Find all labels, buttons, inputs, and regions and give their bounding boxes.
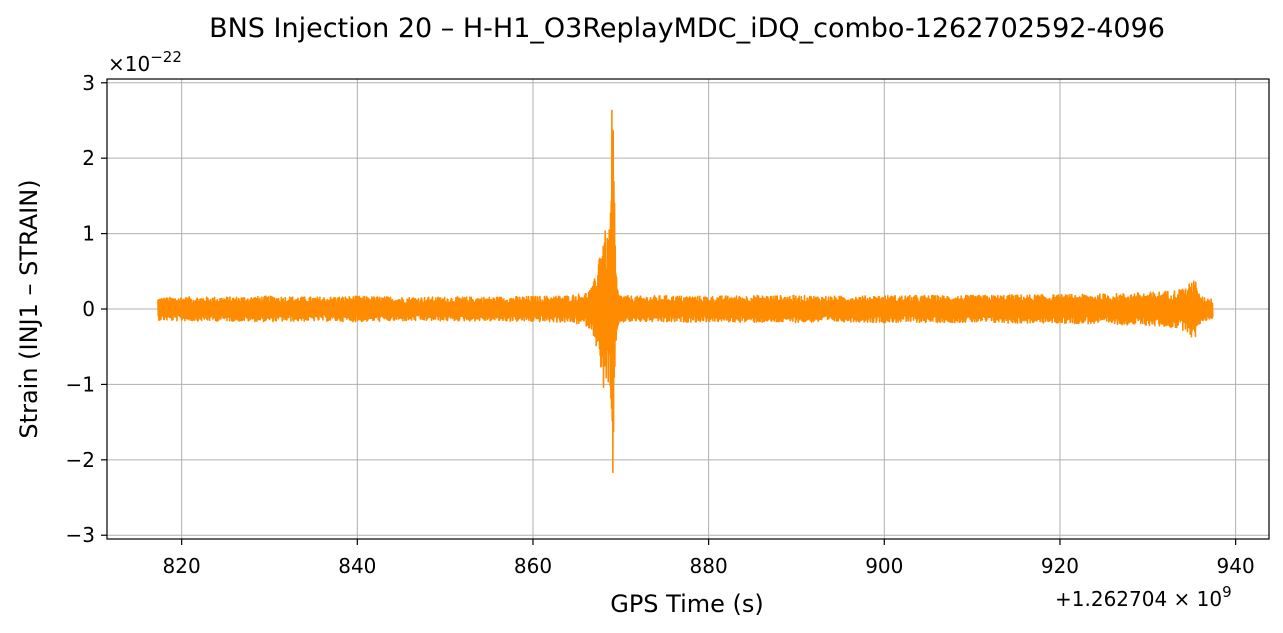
- y-tick-label: 1: [82, 222, 95, 246]
- x-offset-label: +1.262704 × 109: [1055, 583, 1232, 611]
- x-offset-exponent: 9: [1222, 583, 1232, 601]
- y-tick-label: 0: [82, 297, 95, 321]
- strain-series-line: [157, 109, 1214, 474]
- y-tick-label: 2: [82, 146, 95, 170]
- y-tick-label: −3: [66, 523, 95, 547]
- y-tick-label: −2: [66, 448, 95, 472]
- x-tick-label: 920: [1041, 554, 1079, 578]
- x-axis-label: GPS Time (s): [610, 590, 764, 618]
- y-tick-label: 3: [82, 71, 95, 95]
- x-tick-label: 820: [163, 554, 201, 578]
- x-axis-ticks: 820 840 860 880 900 920 940: [163, 539, 1255, 578]
- x-tick-label: 900: [865, 554, 903, 578]
- y-axis-label: Strain (INJ1 – STRAIN): [15, 179, 43, 438]
- y-scale-label: ×10−22: [108, 48, 182, 76]
- x-tick-label: 940: [1217, 554, 1255, 578]
- y-scale-exponent: −22: [150, 48, 182, 66]
- x-tick-label: 840: [338, 554, 376, 578]
- series-layer: [157, 109, 1214, 474]
- x-tick-label: 880: [690, 554, 728, 578]
- x-tick-label: 860: [514, 554, 552, 578]
- y-tick-label: −1: [66, 372, 95, 396]
- y-axis-ticks: −3 −2 −1 0 1 2 3: [66, 71, 107, 547]
- chart-title: BNS Injection 20 – H-H1_O3ReplayMDC_iDQ_…: [209, 13, 1165, 44]
